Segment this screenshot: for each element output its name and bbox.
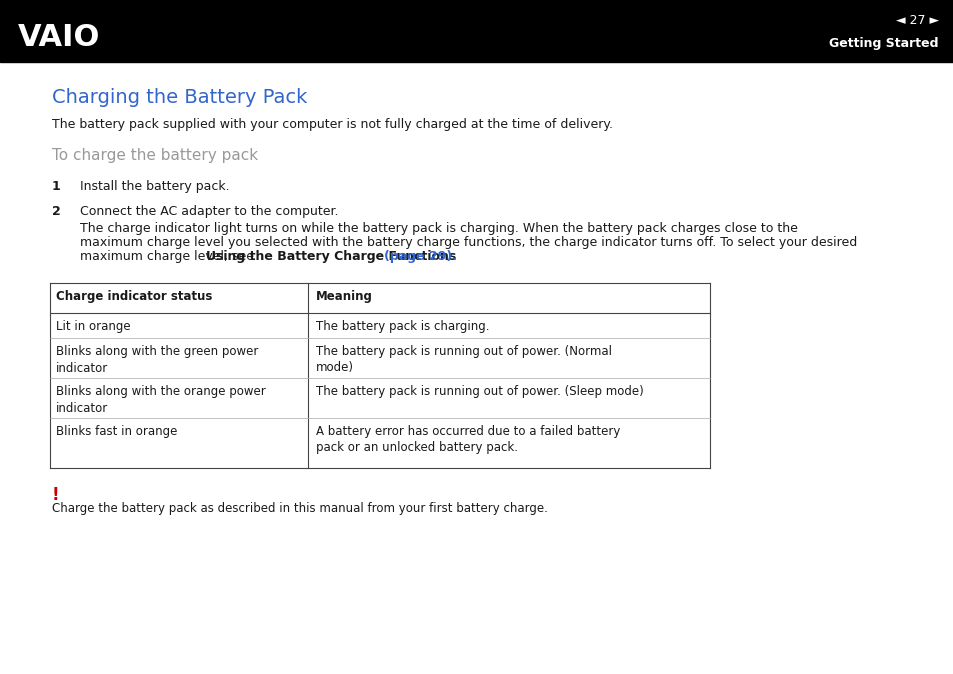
Bar — [0, 0, 953, 62]
Text: The battery pack is running out of power. (Sleep mode): The battery pack is running out of power… — [315, 385, 643, 398]
Text: The battery pack is running out of power. (Normal
mode): The battery pack is running out of power… — [315, 345, 612, 375]
Text: A battery error has occurred due to a failed battery
pack or an unlocked battery: A battery error has occurred due to a fa… — [315, 425, 619, 454]
Text: The charge indicator light turns on while the battery pack is charging. When the: The charge indicator light turns on whil… — [80, 222, 797, 235]
Text: To charge the battery pack: To charge the battery pack — [52, 148, 258, 163]
Text: Lit in orange: Lit in orange — [56, 320, 131, 333]
Text: (page 29).: (page 29). — [384, 250, 456, 263]
Text: maximum charge level you selected with the battery charge functions, the charge : maximum charge level you selected with t… — [80, 236, 857, 249]
Text: Blinks along with the green power
indicator: Blinks along with the green power indica… — [56, 345, 258, 375]
Text: !: ! — [52, 486, 59, 504]
Text: The battery pack is charging.: The battery pack is charging. — [315, 320, 489, 333]
Text: Getting Started: Getting Started — [828, 38, 938, 51]
Text: Meaning: Meaning — [315, 290, 373, 303]
Text: Charge indicator status: Charge indicator status — [56, 290, 213, 303]
Text: ◄ 27 ►: ◄ 27 ► — [895, 13, 938, 26]
Text: Charging the Battery Pack: Charging the Battery Pack — [52, 88, 307, 107]
Text: Connect the AC adapter to the computer.: Connect the AC adapter to the computer. — [80, 205, 338, 218]
Text: The battery pack supplied with your computer is not fully charged at the time of: The battery pack supplied with your comp… — [52, 118, 613, 131]
Text: Install the battery pack.: Install the battery pack. — [80, 180, 230, 193]
Text: Blinks fast in orange: Blinks fast in orange — [56, 425, 177, 438]
Text: 1: 1 — [52, 180, 61, 193]
Text: Blinks along with the orange power
indicator: Blinks along with the orange power indic… — [56, 385, 266, 415]
Text: Using the Battery Charge Functions: Using the Battery Charge Functions — [206, 250, 460, 263]
Text: 2: 2 — [52, 205, 61, 218]
Text: maximum charge level, see: maximum charge level, see — [80, 250, 257, 263]
Text: Charge the battery pack as described in this manual from your first battery char: Charge the battery pack as described in … — [52, 502, 547, 515]
Text: VAIO: VAIO — [18, 24, 100, 53]
